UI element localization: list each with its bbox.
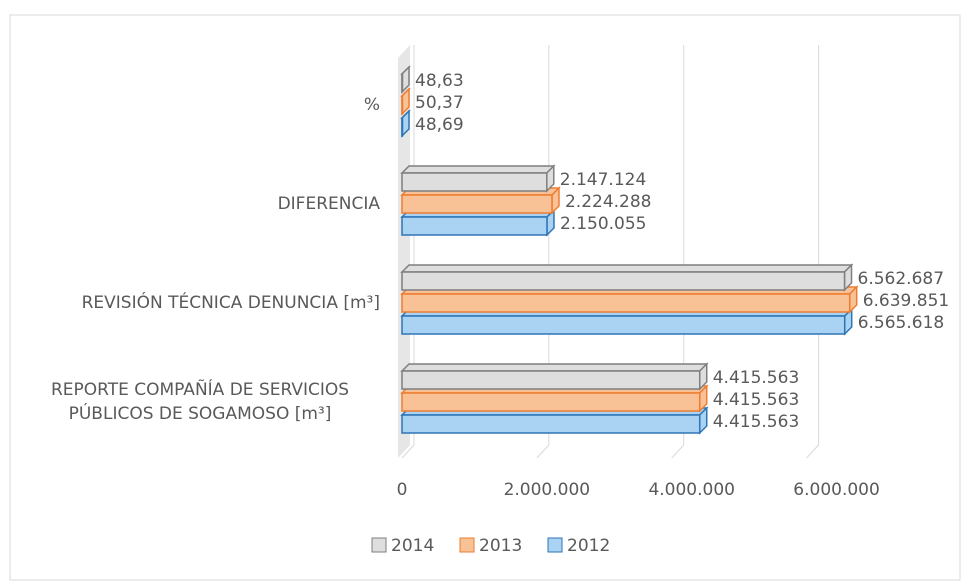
bar-top bbox=[400, 165, 556, 174]
bar-top bbox=[400, 363, 709, 372]
bar-top bbox=[400, 264, 854, 273]
bar-front bbox=[401, 271, 846, 291]
value-label: 6.565.618 bbox=[858, 313, 945, 333]
bar-front bbox=[401, 370, 701, 390]
category-label: % bbox=[10, 93, 380, 117]
bar-front bbox=[401, 216, 548, 236]
bar-front bbox=[401, 172, 548, 192]
bar-front bbox=[401, 392, 701, 412]
category-label: REPORTE COMPAÑÍA DE SERVICIOS PÚBLICOS D… bbox=[10, 378, 380, 426]
category-text: % bbox=[363, 95, 380, 115]
bar bbox=[400, 109, 411, 138]
bar bbox=[400, 164, 556, 193]
category-label: REVISIÓN TÉCNICA DENUNCIA [m³] bbox=[10, 291, 380, 315]
value-label: 48,63 bbox=[415, 71, 464, 91]
bar bbox=[400, 362, 709, 391]
x-tick-label: 0 bbox=[397, 480, 408, 500]
x-tick-label: 4.000.000 bbox=[648, 480, 735, 500]
legend-swatch bbox=[371, 537, 387, 553]
category-label: DIFERENCIA bbox=[10, 192, 380, 216]
back-wall bbox=[398, 45, 410, 458]
bar-front bbox=[401, 95, 404, 115]
legend-label: 2014 bbox=[391, 536, 434, 556]
value-label: 4.415.563 bbox=[713, 390, 800, 410]
category-text: DIFERENCIA bbox=[277, 194, 380, 214]
bar bbox=[400, 263, 854, 292]
bar-front bbox=[401, 315, 846, 335]
bar-front bbox=[401, 293, 851, 313]
value-label: 4.415.563 bbox=[713, 412, 800, 432]
chart-frame bbox=[9, 14, 961, 581]
grid-line bbox=[806, 45, 820, 459]
value-label: 6.562.687 bbox=[858, 269, 945, 289]
value-label: 2.147.124 bbox=[560, 170, 647, 190]
x-tick-label: 2.000.000 bbox=[504, 480, 591, 500]
bar-front bbox=[401, 117, 404, 137]
legend-label: 2013 bbox=[479, 536, 522, 556]
value-label: 2.150.055 bbox=[560, 214, 647, 234]
category-text: REVISIÓN TÉCNICA DENUNCIA [m³] bbox=[81, 293, 380, 313]
bar-front bbox=[401, 73, 404, 93]
bar-front bbox=[401, 414, 701, 434]
x-tick-label: 6.000.000 bbox=[793, 480, 880, 500]
legend-swatch bbox=[547, 537, 563, 553]
legend-swatch bbox=[459, 537, 475, 553]
bar bbox=[400, 87, 411, 116]
category-text: REPORTE COMPAÑÍA DE SERVICIOS PÚBLICOS D… bbox=[50, 380, 350, 424]
bar-front bbox=[401, 194, 553, 214]
value-label: 50,37 bbox=[415, 93, 464, 113]
bar bbox=[400, 65, 411, 94]
value-label: 4.415.563 bbox=[713, 368, 800, 388]
value-label: 6.639.851 bbox=[863, 291, 950, 311]
value-label: 2.224.288 bbox=[565, 192, 652, 212]
grid-line bbox=[671, 45, 685, 459]
value-label: 48,69 bbox=[415, 115, 464, 135]
legend-label: 2012 bbox=[567, 536, 610, 556]
